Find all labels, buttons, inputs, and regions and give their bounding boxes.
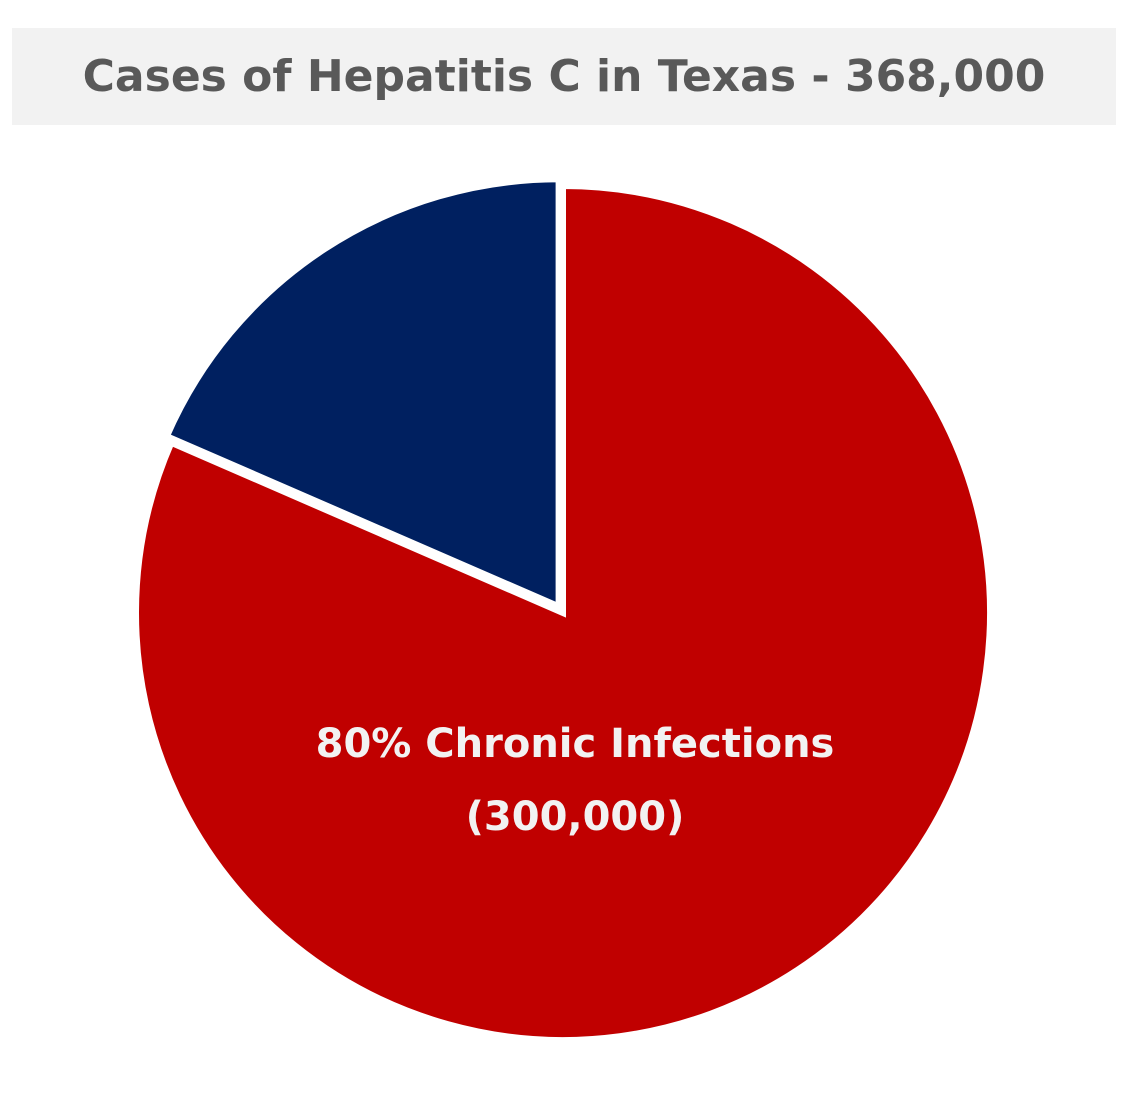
slice-label-chronic: 80% Chronic Infections xyxy=(316,721,835,767)
chart-title: Cases of Hepatitis C in Texas - 368,000 xyxy=(82,51,1046,102)
chart-title-bar: Cases of Hepatitis C in Texas - 368,000 xyxy=(12,28,1116,125)
pie-slice-1 xyxy=(133,182,993,1043)
slice-label-chronic-count: (300,000) xyxy=(466,794,685,840)
pie-slice-2 xyxy=(163,176,562,611)
